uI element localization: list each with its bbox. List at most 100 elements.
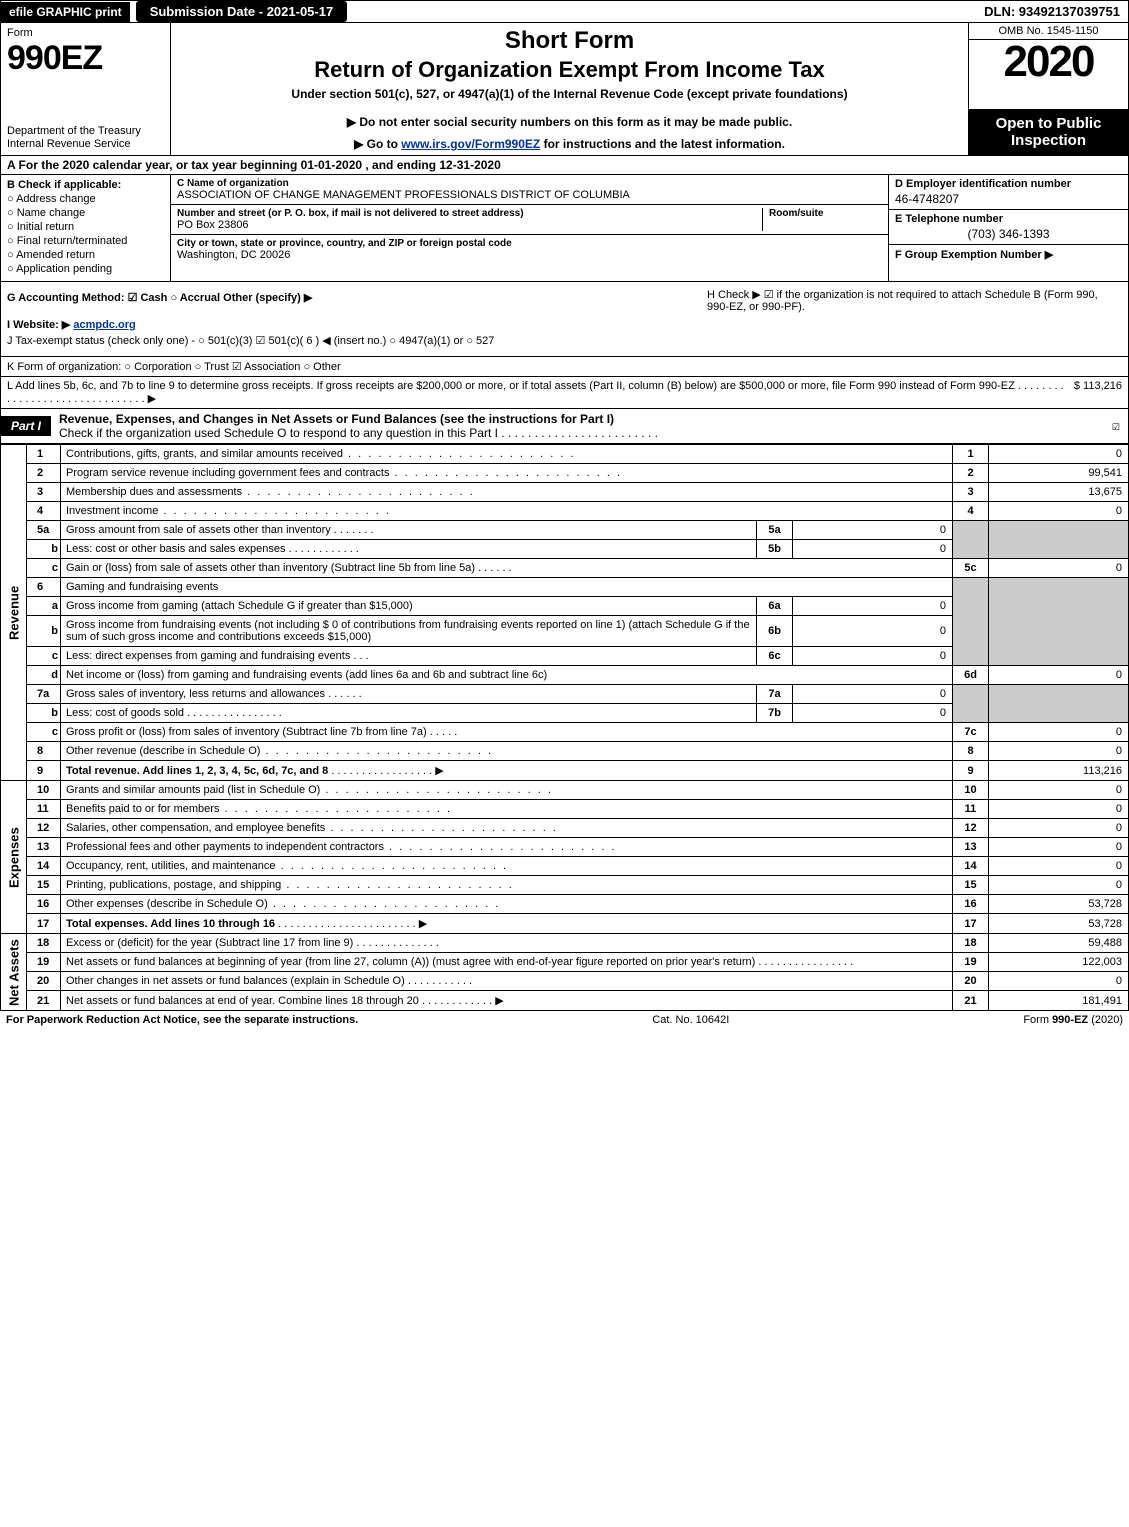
warning-ssn: ▶ Do not enter social security numbers o…: [181, 115, 958, 129]
org-name-label: C Name of organization: [177, 178, 622, 189]
l21-desc: Net assets or fund balances at end of ye…: [66, 995, 419, 1007]
l16-num: 16: [27, 895, 61, 914]
l5c-val: 0: [989, 559, 1129, 578]
l12-desc: Salaries, other compensation, and employ…: [66, 822, 325, 834]
part-i-table: Revenue 1 Contributions, gifts, grants, …: [0, 444, 1129, 1011]
l7b-num: b: [27, 704, 61, 723]
title-return: Return of Organization Exempt From Incom…: [181, 57, 958, 83]
section-expenses: Expenses: [1, 781, 27, 934]
l4-desc: Investment income: [66, 505, 158, 517]
l3-num: 3: [27, 483, 61, 502]
l5a-sv: 0: [793, 521, 953, 540]
chk-name-change[interactable]: Name change: [7, 207, 164, 219]
l15-ln: 15: [953, 876, 989, 895]
l5c-num: c: [27, 559, 61, 578]
chk-final-return[interactable]: Final return/terminated: [7, 235, 164, 247]
l3-desc: Membership dues and assessments: [66, 486, 242, 498]
l16-val: 53,728: [989, 895, 1129, 914]
chk-address-change[interactable]: Address change: [7, 193, 164, 205]
l2-val: 99,541: [989, 464, 1129, 483]
l1-desc: Contributions, gifts, grants, and simila…: [66, 448, 343, 460]
ein-label: D Employer identification number: [895, 178, 1122, 190]
j-tax-exempt-status: J Tax-exempt status (check only one) - ○…: [7, 334, 707, 347]
website-link[interactable]: acmpdc.org: [73, 319, 135, 331]
l6-num: 6: [27, 578, 61, 597]
l5c-desc: Gain or (loss) from sale of assets other…: [66, 562, 475, 574]
l18-desc: Excess or (deficit) for the year (Subtra…: [66, 937, 353, 949]
tax-year: 2020: [969, 40, 1128, 84]
org-name-row: C Name of organization ASSOCIATION OF CH…: [171, 175, 888, 205]
l16-ln: 16: [953, 895, 989, 914]
l10-num: 10: [27, 781, 61, 800]
l20-ln: 20: [953, 972, 989, 991]
l5a-num: 5a: [27, 521, 61, 540]
ein-row: D Employer identification number 46-4748…: [889, 175, 1128, 210]
i-website-label: I Website: ▶: [7, 319, 70, 331]
l11-num: 11: [27, 800, 61, 819]
tel-value: (703) 346-1393: [895, 227, 1122, 241]
l12-ln: 12: [953, 819, 989, 838]
org-city-value: Washington, DC 20026: [177, 249, 520, 261]
tel-label: E Telephone number: [895, 213, 1122, 225]
row-l-amount: $ 113,216: [1064, 380, 1122, 405]
page-footer: For Paperwork Reduction Act Notice, see …: [0, 1011, 1129, 1029]
efile-label[interactable]: efile GRAPHIC print: [1, 2, 130, 22]
row-k-form-org: K Form of organization: ○ Corporation ○ …: [0, 357, 1129, 377]
l10-val: 0: [989, 781, 1129, 800]
l6a-desc: Gross income from gaming (attach Schedul…: [61, 597, 757, 616]
chk-application-pending[interactable]: Application pending: [7, 263, 164, 275]
org-addr-label: Number and street (or P. O. box, if mail…: [177, 208, 754, 219]
l7c-num: c: [27, 723, 61, 742]
l10-desc: Grants and similar amounts paid (list in…: [66, 784, 320, 796]
l20-num: 20: [27, 972, 61, 991]
room-suite-label: Room/suite: [769, 208, 874, 219]
goto-pre: ▶ Go to: [354, 137, 401, 151]
l18-ln: 18: [953, 934, 989, 953]
part-i-schedule-o-check[interactable]: ☑: [1112, 419, 1128, 434]
gh-left: G Accounting Method: ☑ Cash ○ Accrual Ot…: [7, 288, 707, 350]
l5ab-grey-val: [989, 521, 1129, 559]
l1-num: 1: [27, 445, 61, 464]
l4-val: 0: [989, 502, 1129, 521]
l6d-desc: Net income or (loss) from gaming and fun…: [61, 666, 953, 685]
l7a-sn: 7a: [757, 685, 793, 704]
l18-num: 18: [27, 934, 61, 953]
l5a-desc: Gross amount from sale of assets other t…: [66, 524, 331, 536]
l6b-desc: Gross income from fundraising events (no…: [61, 616, 757, 647]
l11-desc: Benefits paid to or for members: [66, 803, 219, 815]
l16-desc: Other expenses (describe in Schedule O): [66, 898, 268, 910]
l7c-ln: 7c: [953, 723, 989, 742]
l8-num: 8: [27, 742, 61, 761]
l5b-num: b: [27, 540, 61, 559]
ghij-block: G Accounting Method: ☑ Cash ○ Accrual Ot…: [0, 282, 1129, 357]
l6b-num: b: [27, 616, 61, 647]
irs-link[interactable]: www.irs.gov/Form990EZ: [401, 137, 540, 151]
l20-desc: Other changes in net assets or fund bala…: [66, 975, 405, 987]
l6c-sv: 0: [793, 647, 953, 666]
l15-desc: Printing, publications, postage, and shi…: [66, 879, 281, 891]
chk-initial-return[interactable]: Initial return: [7, 221, 164, 233]
l9-desc: Total revenue. Add lines 1, 2, 3, 4, 5c,…: [66, 765, 328, 777]
subtitle-under: Under section 501(c), 527, or 4947(a)(1)…: [181, 87, 958, 101]
col-c-org-info: C Name of organization ASSOCIATION OF CH…: [171, 175, 888, 281]
l6b-sv: 0: [793, 616, 953, 647]
l15-num: 15: [27, 876, 61, 895]
group-exemption-label: F Group Exemption Number ▶: [895, 248, 1122, 261]
open-to-public: Open to Public Inspection: [969, 109, 1128, 155]
l17-val: 53,728: [989, 914, 1129, 934]
l21-ln: 21: [953, 991, 989, 1011]
l6d-ln: 6d: [953, 666, 989, 685]
i-website-row: I Website: ▶ acmpdc.org: [7, 318, 707, 331]
footer-right: Form 990-EZ (2020): [1023, 1014, 1123, 1026]
l7ab-grey: [953, 685, 989, 723]
org-name-value: ASSOCIATION OF CHANGE MANAGEMENT PROFESS…: [177, 189, 630, 201]
l5ab-grey: [953, 521, 989, 559]
chk-amended-return[interactable]: Amended return: [7, 249, 164, 261]
l4-ln: 4: [953, 502, 989, 521]
l6c-num: c: [27, 647, 61, 666]
org-addr-value: PO Box 23806: [177, 219, 762, 231]
row-l-text: L Add lines 5b, 6c, and 7b to line 9 to …: [7, 380, 1064, 405]
section-net-assets: Net Assets: [1, 934, 27, 1011]
h-check-text: H Check ▶ ☑ if the organization is not r…: [707, 289, 1098, 313]
l7a-sv: 0: [793, 685, 953, 704]
